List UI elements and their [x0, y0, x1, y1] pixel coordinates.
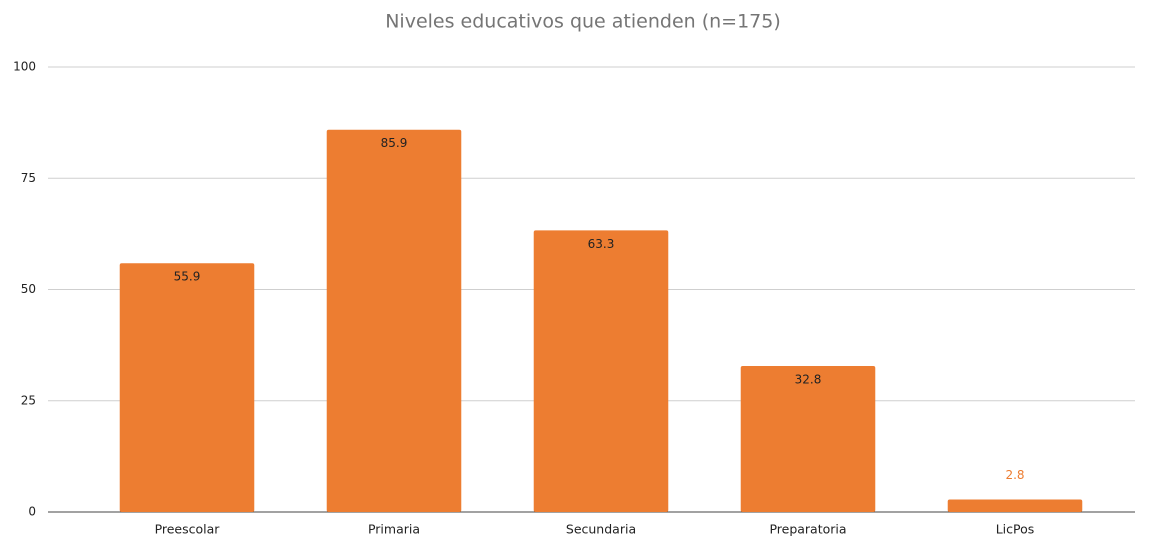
data-label: 55.9 — [174, 270, 201, 284]
y-tick-label: 75 — [21, 171, 36, 185]
x-tick-label: LicPos — [996, 522, 1035, 537]
bar — [740, 366, 876, 512]
x-tick-label: Preescolar — [155, 522, 221, 537]
y-tick-label: 50 — [21, 282, 36, 296]
bar — [533, 230, 669, 512]
y-tick-label: 0 — [28, 505, 36, 519]
data-label: 2.8 — [1005, 468, 1024, 482]
bar — [326, 129, 462, 512]
y-tick-label: 25 — [21, 393, 36, 407]
bar — [947, 499, 1083, 512]
data-label: 32.8 — [795, 373, 822, 387]
x-tick-label: Primaria — [368, 522, 420, 537]
x-tick-label: Preparatoria — [769, 522, 846, 537]
y-tick-label: 100 — [13, 60, 36, 74]
data-label: 85.9 — [381, 136, 408, 150]
data-label: 63.3 — [588, 237, 615, 251]
bar — [119, 263, 255, 512]
x-tick-label: Secundaria — [566, 522, 636, 537]
chart-title: Niveles educativos que atienden (n=175) — [385, 11, 781, 33]
